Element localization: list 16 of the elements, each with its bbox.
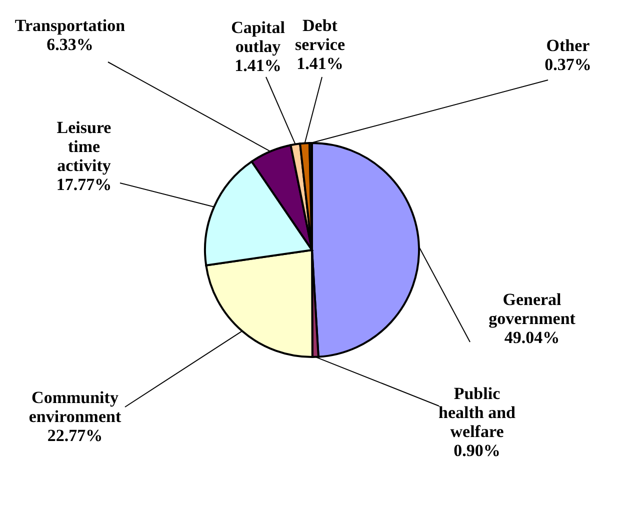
data-label: 1.41% (296, 54, 344, 73)
slice-label: Other (546, 36, 590, 55)
data-label: 0.37% (544, 55, 592, 74)
data-label: 17.77% (56, 175, 112, 194)
data-label: 1.41% (234, 56, 282, 75)
slice-label: Public health and welfare (438, 384, 516, 441)
slice-label: General government (488, 290, 576, 328)
slice-label: Leisure time activity (56, 118, 112, 175)
slice-label: Community environment (28, 388, 122, 426)
data-label: 49.04% (504, 328, 560, 347)
slice-label: Debt service (294, 16, 346, 54)
data-label: 0.90% (454, 441, 500, 460)
data-label: 22.77% (47, 426, 103, 445)
data-label: 6.33% (46, 35, 94, 54)
slice-label: Capital outlay (231, 18, 286, 56)
slice-label: Transportation (14, 16, 126, 35)
